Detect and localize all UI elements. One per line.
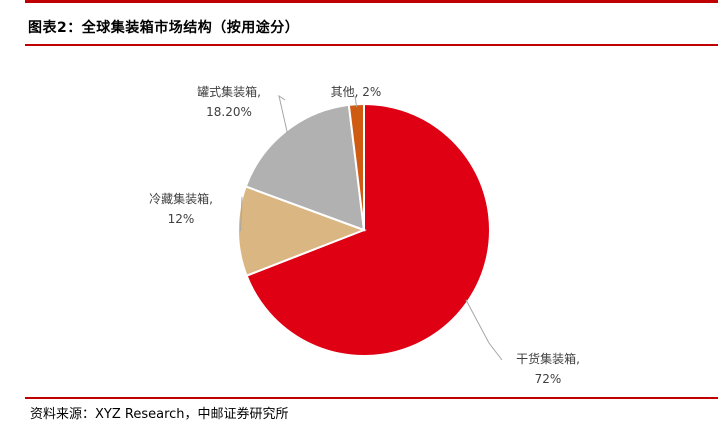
svg-text:罐式集装箱,: 罐式集装箱,	[197, 84, 261, 99]
slice-value-other: 2%	[362, 85, 381, 99]
leader-line	[240, 196, 243, 232]
slice-value-dry: 72%	[535, 372, 562, 386]
top-rule	[25, 0, 718, 3]
slice-label-tank: 罐式集装箱	[197, 84, 257, 99]
svg-text:冷藏集装箱,: 冷藏集装箱,	[149, 191, 213, 206]
title-rule	[25, 44, 718, 46]
source-note: 资料来源：XYZ Research，中邮证券研究所	[30, 407, 289, 422]
svg-text:其他, 2%: 其他, 2%	[331, 85, 382, 99]
leader-lines	[240, 94, 503, 361]
slice-label-reefer: 冷藏集装箱	[149, 191, 209, 206]
pie-slices	[237, 102, 491, 357]
bottom-rule	[25, 397, 718, 399]
leader-line	[354, 95, 358, 107]
chart-title: 图表2：全球集装箱市场结构（按用途分）	[28, 20, 300, 36]
slice-dry	[245, 102, 491, 357]
slice-reefer	[237, 185, 367, 277]
slice-value-reefer: 12%	[168, 212, 195, 226]
leader-line	[278, 94, 288, 134]
slice-value-tank: 18.20%	[206, 105, 252, 119]
slice-label-dry: 干货集装箱	[516, 351, 576, 366]
slice-tank	[244, 103, 366, 232]
svg-text:干货集装箱,: 干货集装箱,	[516, 351, 580, 366]
slice-label-other: 其他	[331, 85, 355, 99]
leader-line	[465, 299, 503, 361]
